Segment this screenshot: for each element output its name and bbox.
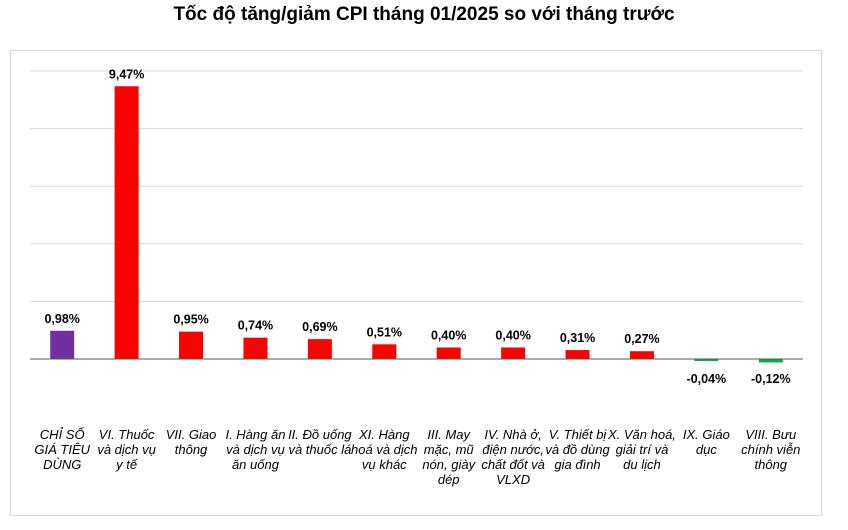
bar <box>758 359 783 363</box>
bar <box>179 331 204 359</box>
chart-frame <box>10 50 822 516</box>
category-label: VIII. Bưu chính viễn thông <box>741 427 801 472</box>
category-label: X. Văn hoá, giải trí và du lịch <box>607 427 676 472</box>
category-label: II. Đồ uống và thuốc lá <box>288 427 352 457</box>
category-label: III. May mặc, mũ nón, giày dép <box>422 427 476 487</box>
bar <box>50 330 75 359</box>
category-label: I. Hàng ăn và dịch vụ ăn uống <box>225 427 286 472</box>
category-label: IV. Nhà ở, điện nước, chất đốt và VLXD <box>481 427 545 487</box>
bar <box>372 344 397 359</box>
bar <box>565 350 590 359</box>
bar <box>629 351 654 359</box>
bar <box>501 347 526 359</box>
bar <box>114 86 139 359</box>
data-label: 0,40% <box>431 328 466 342</box>
category-label: VII. Giao thông <box>165 427 217 457</box>
chart-title: Tốc độ tăng/giảm CPI tháng 01/2025 so vớ… <box>173 4 675 25</box>
category-label: V. Thiết bị và đồ dùng gia đình <box>545 427 610 472</box>
data-label: 0,74% <box>238 319 273 333</box>
data-label: 0,98% <box>44 312 79 326</box>
data-label: 9,47% <box>109 67 144 81</box>
data-label: 0,69% <box>302 320 337 334</box>
data-label: 0,51% <box>367 325 402 339</box>
bar <box>307 339 332 359</box>
bar <box>694 359 719 361</box>
data-label: 0,40% <box>495 328 530 342</box>
category-label: VI. Thuốc và dịch vụ y tế <box>97 427 156 472</box>
category-label: XI. Hàng hoá và dịch vụ khác <box>351 427 418 472</box>
bar <box>436 347 461 359</box>
data-label: 0,27% <box>624 332 659 346</box>
data-label: 0,95% <box>173 313 208 327</box>
bar <box>243 337 268 359</box>
data-label: -0,12% <box>751 372 791 386</box>
category-label: CHỈ SỐ GIÁ TIÊU DÙNG <box>34 427 91 472</box>
data-label: -0,04% <box>687 372 727 386</box>
category-label: IX. Giáo dục <box>682 427 730 457</box>
data-label: 0,31% <box>560 331 595 345</box>
